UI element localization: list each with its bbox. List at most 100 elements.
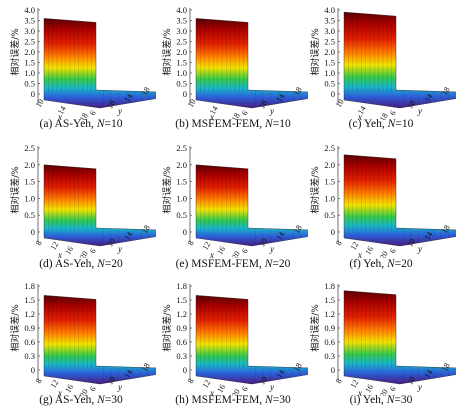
y-tick-label: 14 bbox=[123, 368, 135, 379]
z-tick-label: 1.2 bbox=[24, 309, 35, 319]
y-tick-label: 18 bbox=[440, 362, 452, 373]
x-axis-label: x bbox=[209, 112, 214, 120]
z-tick-label: 0.6 bbox=[176, 337, 187, 347]
panel-caption: (g) AS-Yeh, N=30 bbox=[39, 394, 123, 406]
x-axis-label: x bbox=[57, 388, 62, 396]
x-tick-label: 20 bbox=[78, 250, 90, 258]
z-tick-label: 1.5 bbox=[24, 295, 35, 305]
y-tick-label: 18 bbox=[292, 86, 304, 97]
surface-plot-e: 2.5 2.0 1.5 1.0 0.5 0 相对误差/% 8 12 16 20 6 10 14 18 x y bbox=[160, 140, 308, 278]
z-tick-label: 0 bbox=[183, 227, 187, 237]
surface-plot-i: 1.8 1.5 1.2 0.9 0.6 0.3 0 相对误差/% 8 12 16 20 6 10 14 18 x… bbox=[308, 278, 456, 416]
y-tick-label: 6 bbox=[388, 385, 398, 393]
surface-plot-d: 2.5 2.0 1.5 1.0 0.5 0 相对误差/% 8 12 16 20 6 10 14 18 x y bbox=[8, 140, 156, 278]
y-tick-label: 14 bbox=[123, 230, 135, 241]
x-tick-label: 10 bbox=[334, 98, 346, 109]
error-surface bbox=[195, 295, 308, 385]
x-tick-label: 12 bbox=[49, 240, 61, 251]
surface-plot-a: 4.0 3.5 3.0 2.5 2.0 1.5 1.0 0.5 0 相对误差/% 10 14 18 6 10… bbox=[8, 2, 156, 140]
z-tick-label: 1.0 bbox=[176, 193, 187, 203]
z-tick-label: 0.3 bbox=[176, 351, 187, 361]
z-axis-label: 相对误差/% bbox=[9, 166, 21, 214]
x-tick-label: 16 bbox=[363, 245, 375, 256]
x-tick-label: 16 bbox=[63, 245, 75, 256]
x-tick-label: 20 bbox=[230, 250, 242, 258]
x-tick-label: 14 bbox=[56, 105, 68, 116]
z-tick-label: 0 bbox=[31, 227, 35, 237]
y-tick-label: 6 bbox=[88, 247, 98, 255]
x-tick-label: 20 bbox=[230, 388, 242, 396]
error-surface bbox=[43, 295, 156, 385]
y-axis-label: y bbox=[117, 106, 122, 116]
z-tick-label: 2.0 bbox=[324, 47, 335, 57]
x-axis-label: x bbox=[357, 388, 362, 396]
y-tick-label: 6 bbox=[88, 109, 98, 117]
z-tick-label: 4.0 bbox=[176, 5, 187, 15]
x-tick-label: 8 bbox=[186, 377, 196, 385]
z-tick-label: 0 bbox=[31, 365, 35, 375]
y-tick-label: 18 bbox=[140, 224, 152, 235]
z-tick-label: 0 bbox=[331, 227, 335, 237]
y-axis-label: y bbox=[417, 106, 422, 116]
y-tick-label: 10 bbox=[257, 237, 269, 248]
panel-caption: (c) Yeh, N=10 bbox=[348, 118, 414, 130]
z-axis-label: 相对误差/% bbox=[161, 166, 173, 214]
y-tick-label: 14 bbox=[423, 368, 435, 379]
z-tick-label: 1.5 bbox=[324, 58, 335, 68]
z-tick-label: 1.5 bbox=[24, 58, 35, 68]
z-tick-label: 4.0 bbox=[24, 5, 35, 15]
x-tick-label: 20 bbox=[378, 388, 390, 396]
panel-caption: (d) AS-Yeh, N=20 bbox=[39, 258, 123, 270]
z-tick-label: 2.0 bbox=[24, 160, 35, 170]
x-axis-label: x bbox=[209, 388, 214, 396]
error-surface bbox=[195, 164, 308, 247]
z-tick-label: 0.9 bbox=[176, 323, 187, 333]
y-tick-label: 18 bbox=[440, 224, 452, 235]
x-tick-label: 12 bbox=[349, 378, 361, 389]
y-axis-label: y bbox=[269, 382, 274, 392]
surface-plot-h: 1.8 1.5 1.2 0.9 0.6 0.3 0 相对误差/% 8 12 16 20 6 10 14 18 x… bbox=[160, 278, 308, 416]
z-axis-label: 相对误差/% bbox=[309, 28, 321, 76]
y-tick-label: 10 bbox=[257, 375, 269, 386]
x-axis-label: x bbox=[357, 250, 362, 258]
x-tick-label: 20 bbox=[78, 388, 90, 396]
y-tick-label: 10 bbox=[405, 99, 417, 110]
z-tick-label: 1.8 bbox=[176, 281, 187, 291]
y-tick-label: 18 bbox=[292, 224, 304, 235]
x-tick-label: 12 bbox=[201, 240, 213, 251]
error-surface bbox=[343, 154, 456, 247]
x-tick-label: 8 bbox=[34, 239, 44, 247]
z-axis-label: 相对误差/% bbox=[309, 304, 321, 352]
z-tick-label: 0.3 bbox=[324, 351, 335, 361]
z-tick-label: 1.5 bbox=[176, 295, 187, 305]
y-tick-label: 18 bbox=[140, 362, 152, 373]
z-tick-label: 1.5 bbox=[324, 177, 335, 187]
x-axis-label: x bbox=[57, 112, 62, 120]
z-tick-label: 1.2 bbox=[324, 309, 335, 319]
y-axis-label: y bbox=[417, 382, 422, 392]
z-tick-label: 1.5 bbox=[176, 177, 187, 187]
y-tick-label: 14 bbox=[275, 368, 287, 379]
z-tick-label: 0 bbox=[31, 89, 35, 99]
z-tick-label: 2.0 bbox=[24, 47, 35, 57]
z-tick-label: 2.0 bbox=[176, 160, 187, 170]
z-tick-label: 3.5 bbox=[24, 16, 35, 26]
z-tick-label: 1.5 bbox=[176, 58, 187, 68]
z-tick-label: 0.9 bbox=[324, 323, 335, 333]
y-axis-label: y bbox=[117, 244, 122, 254]
z-tick-label: 1.2 bbox=[176, 309, 187, 319]
z-tick-label: 1.5 bbox=[24, 177, 35, 187]
y-tick-label: 6 bbox=[240, 247, 250, 255]
y-tick-label: 14 bbox=[123, 92, 135, 103]
z-tick-label: 2.0 bbox=[324, 160, 335, 170]
panel-caption: (a) AS-Yeh, N=10 bbox=[39, 118, 123, 130]
panel-caption: (i) Yeh, N=30 bbox=[349, 394, 413, 406]
y-tick-label: 10 bbox=[105, 237, 117, 248]
z-tick-label: 1.0 bbox=[324, 68, 335, 78]
x-tick-label: 8 bbox=[186, 239, 196, 247]
z-tick-label: 3.0 bbox=[24, 26, 35, 36]
x-axis-label: x bbox=[209, 250, 214, 258]
x-tick-label: 10 bbox=[186, 98, 198, 109]
z-tick-label: 4.0 bbox=[324, 5, 335, 15]
